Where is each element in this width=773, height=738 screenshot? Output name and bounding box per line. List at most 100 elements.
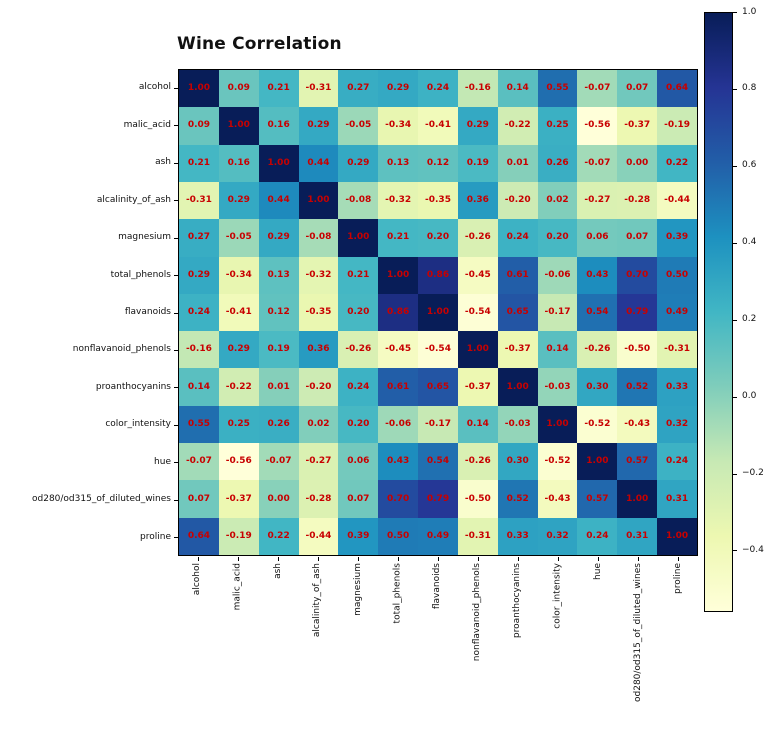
heatmap-cell: -0.41 — [418, 107, 458, 145]
colorbar-tick-mark — [733, 396, 737, 398]
x-tick-mark — [638, 557, 639, 561]
heatmap-cell: 1.00 — [338, 219, 379, 257]
heatmap-cell: 0.27 — [179, 219, 219, 257]
heatmap-cell: 0.20 — [418, 219, 458, 257]
heatmap-cell: 0.55 — [537, 70, 578, 108]
column-label: color_intensity — [552, 563, 563, 629]
heatmap-cell: 1.00 — [179, 70, 219, 108]
heatmap-cell: -0.27 — [298, 443, 339, 481]
column-label: total_phenols — [392, 563, 403, 624]
heatmap-cell: 0.39 — [657, 219, 697, 257]
heatmap-cell: -0.45 — [457, 256, 498, 294]
heatmap-cell: 1.00 — [657, 517, 697, 555]
heatmap-cell: -0.44 — [657, 181, 697, 220]
heatmap-cell: -0.16 — [457, 70, 498, 108]
heatmap-cell: -0.54 — [457, 293, 498, 332]
heatmap-cell: 0.64 — [179, 517, 219, 555]
heatmap-cell: -0.35 — [298, 293, 339, 332]
heatmap-cell: 0.57 — [577, 480, 618, 518]
heatmap-cell: 0.20 — [537, 219, 578, 257]
heatmap-grid: 1.00 0.09 0.21 -0.31 0.27 0.29 0.24 -0.16 0.14 0.… — [178, 69, 698, 556]
heatmap-cell: 0.36 — [298, 331, 339, 369]
heatmap-cell: 0.26 — [258, 405, 299, 444]
heatmap-cell: -0.31 — [657, 331, 697, 369]
heatmap-cell: -0.07 — [179, 443, 219, 481]
heatmap-cell: 0.19 — [457, 144, 498, 182]
heatmap-cell: -0.17 — [418, 405, 458, 444]
heatmap-cell: -0.28 — [298, 480, 339, 518]
heatmap-cell: 0.22 — [657, 144, 697, 182]
y-tick-mark — [174, 87, 178, 89]
heatmap-cell: 0.24 — [338, 368, 379, 406]
heatmap-cell: -0.44 — [298, 517, 339, 555]
heatmap-cell: -0.06 — [378, 405, 419, 444]
heatmap-cell: 0.44 — [298, 144, 339, 182]
heatmap-cell: -0.27 — [577, 181, 618, 220]
x-tick-mark — [518, 557, 519, 561]
heatmap-cell: 0.16 — [218, 144, 259, 182]
heatmap-cell: 1.00 — [218, 107, 259, 145]
y-tick-mark — [174, 125, 178, 127]
heatmap-cell: 0.24 — [418, 70, 458, 108]
x-tick-mark — [558, 557, 559, 561]
heatmap-cell: 0.61 — [497, 256, 538, 294]
heatmap-cell: 0.64 — [657, 70, 697, 108]
heatmap-cell: 0.43 — [577, 256, 618, 294]
heatmap-cell: 0.25 — [537, 107, 578, 145]
heatmap-cell: -0.54 — [418, 331, 458, 369]
heatmap-cell: 0.02 — [537, 181, 578, 220]
column-label: flavanoids — [432, 563, 443, 610]
colorbar-tick-mark — [733, 550, 737, 552]
row-label: magnesium — [118, 232, 171, 243]
heatmap-cell: -0.52 — [537, 443, 578, 481]
heatmap-cell: 0.30 — [577, 368, 618, 406]
colorbar-tick-mark — [733, 319, 737, 321]
x-tick-mark — [438, 557, 439, 561]
y-tick-mark — [174, 387, 178, 389]
heatmap-cell: 0.70 — [378, 480, 419, 518]
y-tick-mark — [174, 200, 178, 202]
heatmap-cell: 0.52 — [617, 368, 658, 406]
heatmap-cell: -0.26 — [457, 443, 498, 481]
column-label: magnesium — [352, 563, 363, 616]
heatmap-cell: 0.27 — [338, 70, 379, 108]
heatmap-cell: 0.24 — [657, 443, 697, 481]
heatmap-cell: -0.03 — [537, 368, 578, 406]
x-tick-mark — [358, 557, 359, 561]
row-label: malic_acid — [123, 119, 171, 130]
heatmap-cell: 0.54 — [418, 443, 458, 481]
heatmap-cell: -0.20 — [298, 368, 339, 406]
heatmap-cell: -0.41 — [218, 293, 259, 332]
heatmap-cell: 0.79 — [418, 480, 458, 518]
heatmap-cell: -0.28 — [617, 181, 658, 220]
heatmap-cell: -0.50 — [457, 480, 498, 518]
heatmap-cell: 0.29 — [218, 331, 259, 369]
heatmap-cell: 0.22 — [258, 517, 299, 555]
x-tick-mark — [318, 557, 319, 561]
y-tick-mark — [174, 237, 178, 239]
heatmap-cell: 0.21 — [378, 219, 419, 257]
heatmap-cell: 0.25 — [218, 405, 259, 444]
heatmap-cell: -0.22 — [497, 107, 538, 145]
heatmap-cell: 0.00 — [258, 480, 299, 518]
heatmap-cell: 0.44 — [258, 181, 299, 220]
heatmap-cell: -0.05 — [218, 219, 259, 257]
heatmap-cell: 1.00 — [537, 405, 578, 444]
heatmap-cell: -0.32 — [378, 181, 419, 220]
heatmap-cell: 0.29 — [258, 219, 299, 257]
colorbar-tick-mark — [733, 473, 737, 475]
heatmap-cell: 0.01 — [258, 368, 299, 406]
heatmap-cell: 0.29 — [298, 107, 339, 145]
column-label: od280/od315_of_diluted_wines — [632, 563, 643, 702]
heatmap-cell: -0.37 — [457, 368, 498, 406]
heatmap-cell: -0.35 — [418, 181, 458, 220]
heatmap-cell: -0.08 — [298, 219, 339, 257]
heatmap-cell: 0.29 — [338, 144, 379, 182]
y-tick-mark — [174, 162, 178, 164]
heatmap-cell: -0.19 — [218, 517, 259, 555]
heatmap-cell: 0.65 — [497, 293, 538, 332]
row-label: nonflavanoid_phenols — [72, 344, 171, 355]
heatmap-cell: 0.24 — [577, 517, 618, 555]
colorbar-tick-label: 0.2 — [742, 314, 757, 325]
heatmap-cell: -0.31 — [298, 70, 339, 108]
